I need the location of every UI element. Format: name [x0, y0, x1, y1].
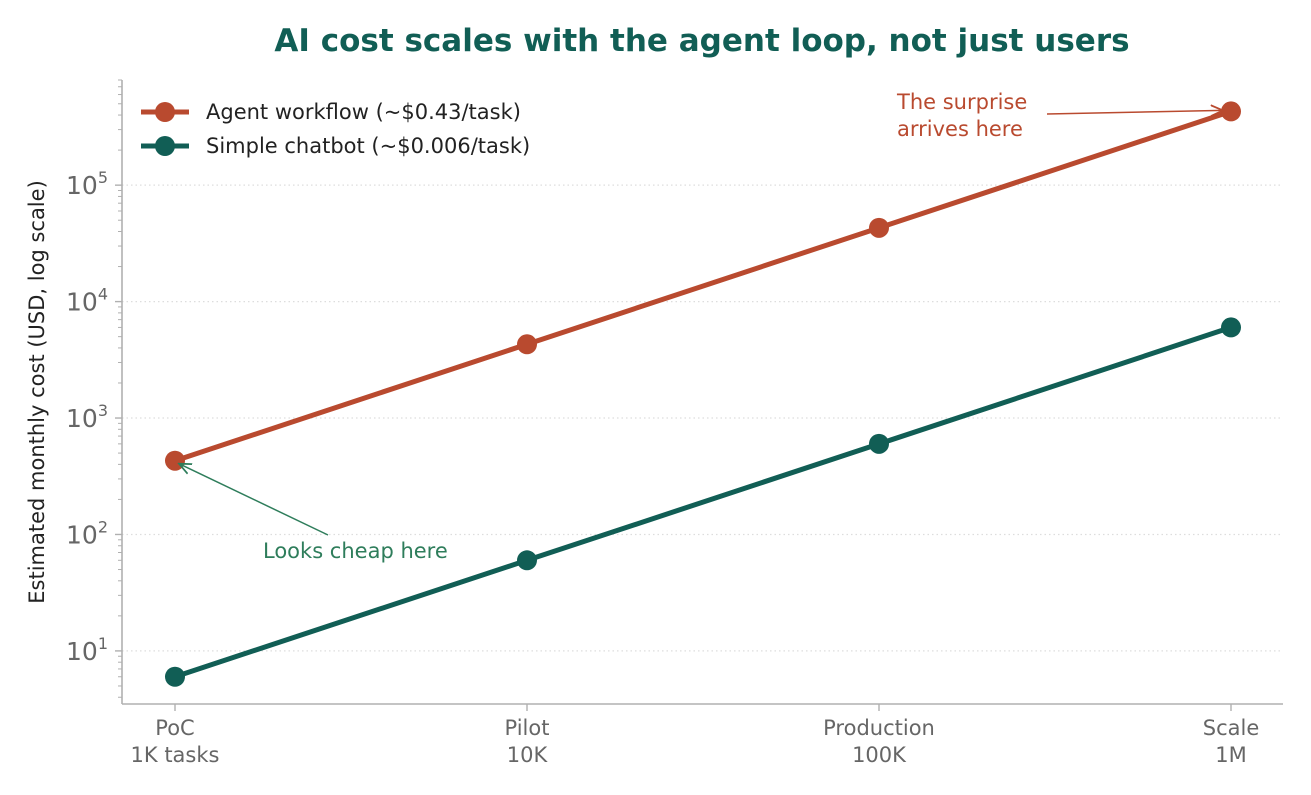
data-point	[1221, 101, 1241, 122]
legend-label: Agent workflow (~$0.43/task)	[206, 100, 521, 124]
series-line	[172, 108, 1234, 464]
x-tick-sublabel: 100K	[852, 743, 907, 767]
y-axis-label: Estimated monthly cost (USD, log scale)	[25, 180, 49, 604]
annotation-surprise-arrow	[1046, 110, 1223, 114]
chart-title: AI cost scales with the agent loop, not …	[274, 23, 1129, 59]
legend: Agent workflow (~$0.43/task) Simple chatb…	[141, 100, 530, 158]
data-point	[517, 550, 537, 571]
legend-label: Simple chatbot (~$0.006/task)	[206, 134, 530, 158]
data-point	[1221, 317, 1241, 338]
series-0	[165, 101, 1241, 471]
series-layer	[165, 101, 1241, 687]
data-point	[869, 217, 889, 238]
legend-item-1: Simple chatbot (~$0.006/task)	[141, 134, 530, 158]
x-tick-label: PoC	[155, 716, 194, 740]
y-tick-label: 104	[66, 285, 108, 317]
y-tick-label: 101	[66, 634, 108, 666]
y-ticks: 101 102 103 104 105	[66, 79, 122, 698]
legend-swatch-marker	[155, 102, 175, 122]
annotation-surprise-text: arrives here	[897, 117, 1023, 141]
x-tick-sublabel: 1M	[1215, 743, 1246, 767]
annotation-cheap-text: Looks cheap here	[263, 539, 448, 563]
data-point	[165, 666, 185, 687]
grid	[122, 184, 1283, 652]
y-tick-label: 102	[66, 517, 108, 549]
annotation-cheap-arrow	[179, 464, 329, 536]
legend-item-0: Agent workflow (~$0.43/task)	[141, 100, 521, 124]
data-point	[517, 334, 537, 355]
x-tick-label: Production	[823, 716, 935, 740]
data-point	[165, 450, 185, 471]
axes	[121, 80, 1283, 705]
x-tick-label: Scale	[1203, 716, 1260, 740]
x-ticks: PoC 1K tasks Pilot 10K Production 100K Scale 1M	[131, 704, 1260, 767]
series-line	[172, 324, 1234, 680]
series-1	[165, 317, 1241, 687]
x-tick-label: Pilot	[505, 716, 550, 740]
x-tick-sublabel: 10K	[507, 743, 549, 767]
data-point	[869, 433, 889, 454]
annotations: The surprise arrives here Looks cheap here	[179, 90, 1223, 563]
x-tick-sublabel: 1K tasks	[131, 743, 220, 767]
y-tick-label: 103	[66, 401, 108, 433]
annotation-surprise-text: The surprise	[896, 90, 1027, 114]
y-tick-label: 105	[66, 168, 108, 200]
legend-swatch-marker	[155, 136, 175, 156]
